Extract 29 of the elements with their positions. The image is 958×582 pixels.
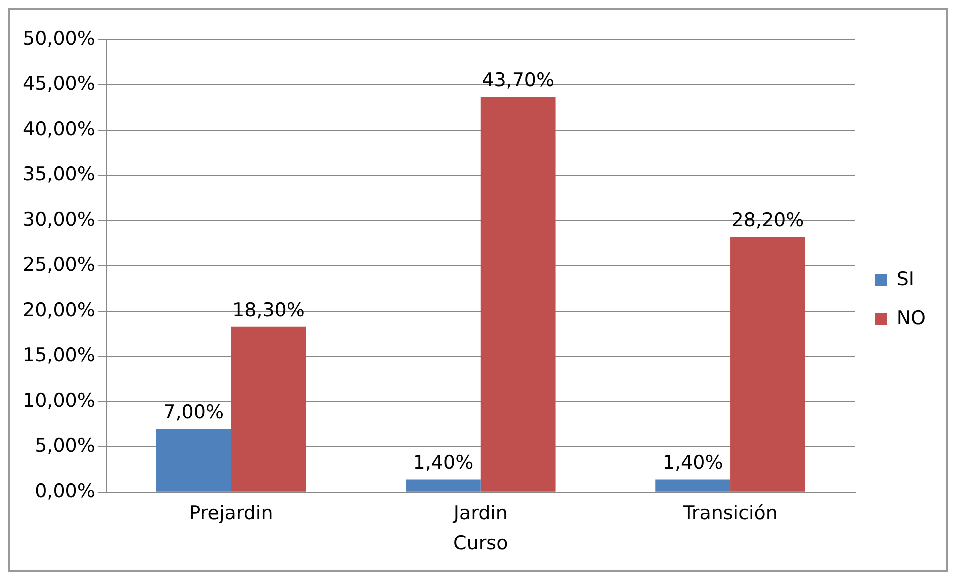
x-tick-label: Prejardin <box>189 502 274 525</box>
data-label: 1,40% <box>413 452 474 474</box>
data-label: 28,20% <box>732 210 804 232</box>
data-label: 18,30% <box>232 299 305 322</box>
y-tick-label: 25,00% <box>22 254 96 276</box>
y-tick-label: 40,00% <box>22 118 96 140</box>
bar <box>406 480 481 492</box>
legend-label: SI <box>896 268 915 290</box>
y-tick-label: 15,00% <box>22 344 96 367</box>
y-tick-label: 20,00% <box>22 299 96 322</box>
y-tick-label: 10,00% <box>22 390 96 412</box>
data-label: 1,40% <box>662 452 724 474</box>
y-tick-label: 0,00% <box>35 480 96 502</box>
data-label: 7,00% <box>164 402 224 424</box>
y-tick-label: 5,00% <box>35 435 96 458</box>
y-tick-label: 50,00% <box>22 28 96 50</box>
bar <box>156 429 232 492</box>
x-axis-title: Curso <box>454 532 508 555</box>
data-label: 43,70% <box>482 69 555 92</box>
x-tick-label: Jardin <box>452 502 508 525</box>
bar <box>480 97 556 492</box>
y-tick-label: 45,00% <box>22 73 96 96</box>
x-tick-label: Transición <box>682 502 778 525</box>
bar <box>231 326 306 492</box>
legend-label: NO <box>896 307 926 330</box>
bar <box>656 480 731 492</box>
y-tick-label: 35,00% <box>22 164 96 186</box>
bar <box>730 237 806 492</box>
y-tick-label: 30,00% <box>22 208 96 231</box>
